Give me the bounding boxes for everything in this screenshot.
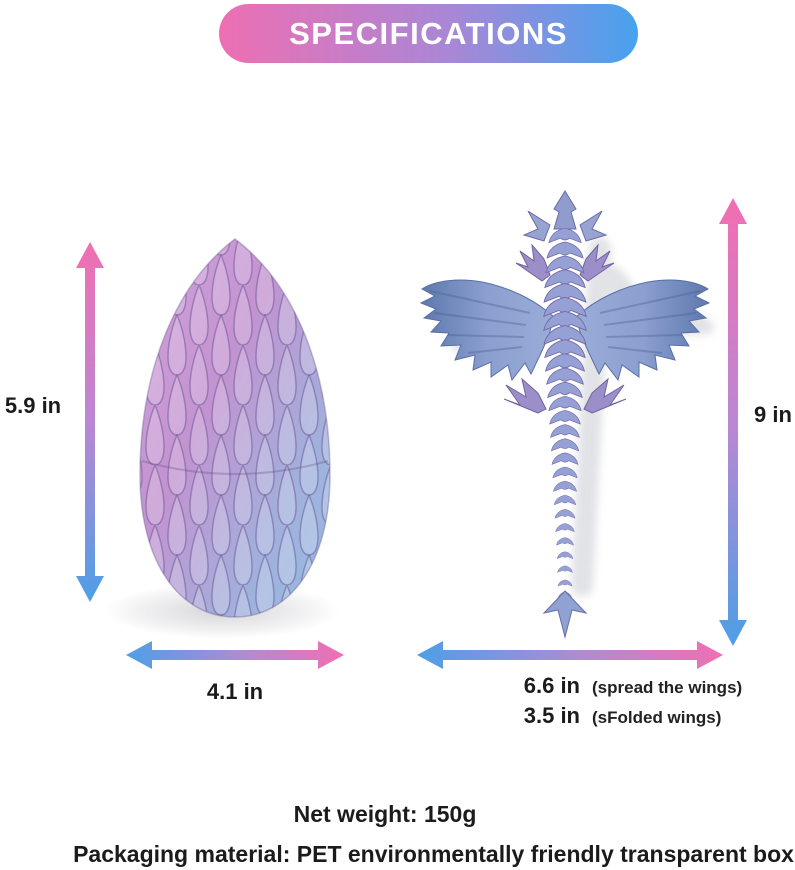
packaging-text: Packaging material: PET environmentally … [73, 841, 794, 867]
dragon-figure-image [420, 190, 715, 639]
dragon-height-label: 9 in [754, 402, 792, 427]
egg-height-label: 5.9 in [4, 393, 62, 418]
dragon-tail-tip [542, 590, 588, 639]
net-weight-text: Net weight: 150g [293, 801, 477, 827]
dragon-wingspan-value: 6.6 in [523, 673, 580, 698]
egg-width-label: 4.1 in [206, 679, 264, 704]
egg-height-dimension-arrow [76, 242, 104, 602]
dragon-folded-note: (sFolded wings) [592, 708, 722, 727]
wing-feather-lines [429, 290, 701, 354]
dragon-wingspan-note: (spread the wings) [592, 678, 743, 697]
dragon-folded-value: 3.5 in [523, 703, 580, 728]
specifications-title: SPECIFICATIONS [289, 15, 568, 51]
dragon-width-dimension-arrow [417, 641, 723, 669]
dragon-egg-image [104, 238, 340, 639]
dragon-height-dimension-arrow [719, 198, 747, 646]
egg-width-dimension-arrow [126, 641, 344, 669]
specifications-banner: SPECIFICATIONS [219, 4, 638, 63]
egg-seam [141, 460, 329, 475]
dragon-head [522, 190, 608, 242]
